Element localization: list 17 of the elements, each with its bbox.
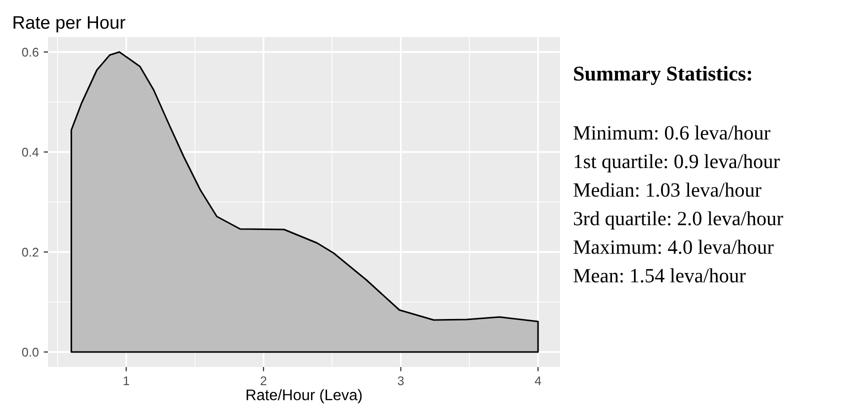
y-tick-label: 0.4 — [22, 148, 39, 157]
x-tick-label: 1 — [124, 376, 130, 386]
text: Minimum: 0.6 leva/hour — [574, 126, 770, 140]
y-tick-label: 0.6 — [22, 48, 38, 57]
chart-title: Rate per Hour — [14, 16, 126, 32]
x-axis-title: Rate/Hour (Leva) — [246, 389, 362, 404]
y-tick-label: 0.2 — [22, 248, 38, 257]
x-tick-label: 2 — [260, 376, 266, 386]
x-tick-label: 3 — [398, 376, 404, 386]
text: Summary Statistics: — [574, 66, 752, 85]
y-tick-label: 0.0 — [22, 348, 38, 357]
text: Maximum: 4.0 leva/hour — [574, 240, 774, 254]
text: Mean: 1.54 leva/hour — [574, 268, 746, 283]
text: 3rd quartile: 2.0 leva/hour — [574, 211, 784, 230]
x-tick-label: 4 — [534, 376, 542, 386]
text: 1st quartile: 0.9 leva/hour — [574, 154, 780, 172]
text: Median: 1.03 leva/hour — [574, 182, 762, 197]
